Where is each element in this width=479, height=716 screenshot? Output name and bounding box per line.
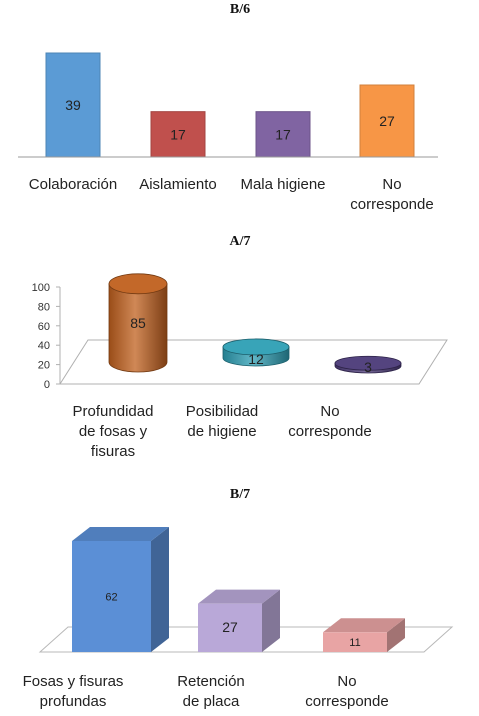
category-label-retencion-de-placa: Retención de placa — [177, 673, 245, 710]
category-label-line: No — [320, 403, 339, 420]
bar-front — [198, 603, 262, 652]
data-label: 3 — [364, 359, 372, 375]
category-label-line: Posibilidad — [186, 403, 259, 420]
chart-title: B/6 — [230, 2, 250, 17]
y-tick-label: 20 — [38, 360, 50, 372]
data-label: 12 — [248, 351, 264, 367]
category-label-line: Fosas y fisuras — [23, 673, 124, 690]
category-label-line: de fosas y — [79, 423, 148, 440]
category-label-no-corresponde: No corresponde — [350, 176, 433, 213]
category-label-line: de higiene — [187, 423, 256, 440]
category-label-mala-higiene: Mala higiene — [240, 176, 325, 193]
category-label-line: Colaboración — [29, 176, 117, 193]
chart-b7: B/7 62 27 11 Fosas y fisuras profundas Retenci… — [23, 487, 454, 710]
chart-a7: A/7 100 80 60 40 20 0 85 12 3 Profundidad de fosas … — [32, 234, 448, 460]
data-label: 39 — [65, 97, 81, 113]
bar-colaboracion — [45, 52, 101, 158]
category-label-fosas-y-fisuras-profundas: Fosas y fisuras profundas — [23, 673, 124, 710]
category-label-line: de placa — [183, 693, 240, 710]
bar-top — [334, 355, 402, 371]
bar-body — [108, 283, 168, 373]
category-label-posibilidad-de-higiene: Posibilidad de higiene — [186, 403, 259, 440]
category-label-line: fisuras — [91, 443, 135, 460]
chart-title: A/7 — [230, 234, 251, 249]
bar-top — [198, 589, 280, 604]
category-label-line: corresponde — [350, 196, 433, 213]
bar-side — [262, 589, 280, 652]
category-label-line: Profundidad — [73, 403, 154, 420]
category-label-line: corresponde — [288, 423, 371, 440]
data-label: 17 — [170, 126, 186, 142]
y-tick-label: 60 — [38, 321, 50, 333]
y-tick-label: 0 — [44, 379, 50, 391]
bar-top — [222, 338, 290, 356]
category-label-profundidad-de-fosas-y-fisuras: Profundidad de fosas y fisuras — [73, 403, 154, 460]
bar-front — [323, 632, 387, 652]
category-label-colaboracion: Colaboración — [29, 176, 117, 193]
chart-title: B/7 — [230, 487, 250, 502]
bar-mala-higiene — [255, 111, 311, 158]
bar-retencion-de-placa — [198, 589, 280, 652]
bar-profundidad-de-fosas-y-fisuras — [108, 273, 168, 373]
bar-top — [72, 527, 169, 541]
data-label: 27 — [379, 113, 395, 129]
category-label-line: Mala higiene — [240, 176, 325, 193]
category-label-aislamiento: Aislamiento — [139, 176, 217, 193]
category-label-line: No — [382, 176, 401, 193]
bar-top — [108, 273, 168, 295]
y-tick-label: 40 — [38, 340, 50, 352]
bar-no-corresponde — [359, 84, 415, 158]
bar-no-corresponde — [323, 618, 405, 652]
bar-aislamiento — [150, 111, 206, 158]
bar-side — [151, 527, 169, 652]
bar-top — [323, 618, 405, 633]
bar-side — [387, 618, 405, 652]
data-label: 62 — [105, 592, 117, 604]
y-tick-label: 100 — [32, 282, 50, 294]
category-label-no-corresponde: No corresponde — [305, 673, 388, 710]
category-label-line: No — [337, 673, 356, 690]
category-label-line: Aislamiento — [139, 176, 217, 193]
category-label-no-corresponde: No corresponde — [288, 403, 371, 440]
y-tick-label: 80 — [38, 301, 50, 313]
data-label: 11 — [349, 637, 360, 649]
data-label: 27 — [222, 619, 238, 635]
bar-no-corresponde — [334, 355, 402, 374]
category-label-line: Retención — [177, 673, 245, 690]
category-label-line: profundas — [40, 693, 107, 710]
data-label: 85 — [130, 315, 146, 331]
category-label-line: corresponde — [305, 693, 388, 710]
chart-b6: B/6 39 17 17 27 Colaboración Aislamiento Mala h… — [18, 2, 438, 213]
bar-fosas-y-fisuras-profundas — [72, 527, 169, 652]
data-label: 17 — [275, 126, 291, 142]
bar-posibilidad-de-higiene — [222, 338, 290, 367]
bar-front — [72, 541, 151, 652]
